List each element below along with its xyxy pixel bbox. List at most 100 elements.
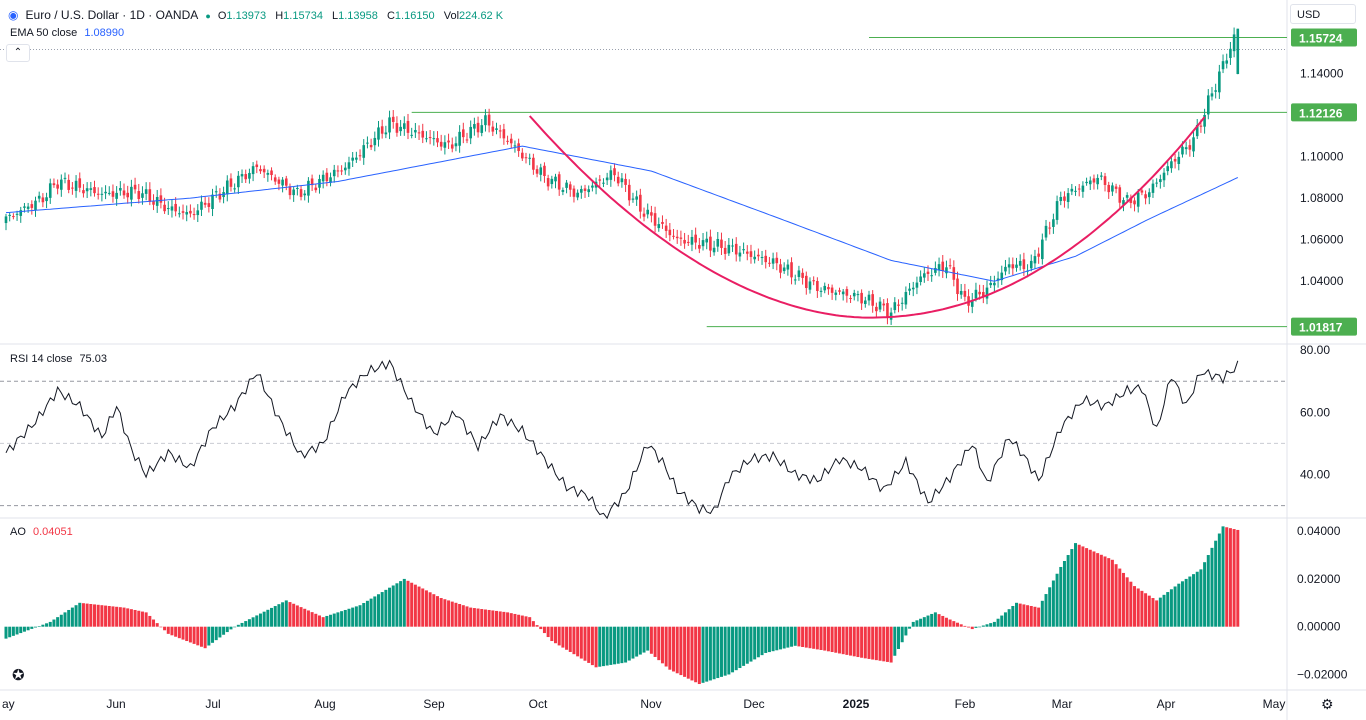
candle-body[interactable] [207, 203, 211, 207]
ao-bar[interactable] [716, 626, 720, 679]
candle-body[interactable] [15, 213, 19, 215]
ao-bar[interactable] [458, 604, 462, 627]
ao-bar[interactable] [317, 615, 321, 627]
candle-body[interactable] [598, 179, 602, 181]
candle-body[interactable] [701, 240, 705, 247]
candle-body[interactable] [137, 191, 141, 200]
ao-bar[interactable] [163, 626, 167, 631]
candle-body[interactable] [532, 157, 535, 170]
ao-bar[interactable] [148, 615, 152, 627]
ao-bar[interactable] [941, 615, 945, 627]
candle-body[interactable] [443, 142, 447, 148]
ao-bar[interactable] [395, 583, 399, 627]
candle-body[interactable] [1144, 194, 1147, 199]
candle-body[interactable] [255, 164, 259, 168]
candle-body[interactable] [82, 190, 85, 194]
ao-bar[interactable] [369, 598, 373, 627]
candle-body[interactable] [543, 165, 546, 177]
ao-bar[interactable] [299, 607, 303, 627]
candle-body[interactable] [779, 264, 782, 273]
ao-bar[interactable] [963, 625, 967, 627]
candle-body[interactable] [1192, 137, 1195, 152]
candle-body[interactable] [985, 287, 989, 299]
ao-bar[interactable] [885, 626, 889, 662]
candle-body[interactable] [133, 184, 137, 190]
candle-body[interactable] [159, 195, 163, 203]
ao-bar[interactable] [823, 626, 827, 651]
candle-body[interactable] [956, 278, 959, 295]
ao-bar[interactable] [697, 626, 701, 685]
candle-body[interactable] [1107, 184, 1111, 193]
ao-bar[interactable] [1136, 588, 1140, 627]
ao-bar[interactable] [878, 626, 882, 661]
ao-bar[interactable] [144, 612, 148, 627]
candle-body[interactable] [616, 176, 620, 184]
ao-bar[interactable] [354, 606, 358, 627]
ao-bar[interactable] [59, 614, 63, 627]
ao-bar[interactable] [48, 621, 52, 627]
ao-bar[interactable] [188, 626, 192, 643]
ao-bar[interactable] [1169, 589, 1173, 627]
candle-body[interactable] [786, 264, 790, 270]
ao-bar[interactable] [782, 626, 786, 649]
ao-bar[interactable] [74, 605, 78, 627]
candle-body[interactable] [1011, 264, 1015, 269]
ao-bar[interactable] [542, 626, 546, 634]
candle-body[interactable] [214, 191, 218, 193]
candle-body[interactable] [768, 262, 771, 264]
ao-bar[interactable] [778, 626, 782, 650]
ao-bar[interactable] [1236, 529, 1240, 627]
ao-bar[interactable] [1217, 533, 1221, 627]
ao-bar[interactable] [288, 602, 292, 627]
rsi-pane[interactable] [0, 359, 1287, 520]
ao-bar[interactable] [391, 585, 395, 627]
ao-bar[interactable] [1070, 549, 1074, 627]
candle-body[interactable] [576, 192, 579, 198]
ao-bar[interactable] [967, 626, 971, 628]
candle-body[interactable] [366, 142, 369, 144]
candle-body[interactable] [1096, 177, 1099, 185]
candle-body[interactable] [332, 169, 336, 177]
ao-bar[interactable] [402, 578, 406, 627]
ao-bar[interactable] [1195, 571, 1199, 627]
candle-body[interactable] [473, 124, 476, 129]
ao-bar[interactable] [410, 582, 414, 627]
candle-body[interactable] [1118, 187, 1122, 203]
candle-body[interactable] [823, 285, 827, 291]
ao-bar[interactable] [834, 626, 838, 653]
candle-body[interactable] [926, 271, 930, 274]
candle-body[interactable] [878, 301, 882, 310]
ao-bar[interactable] [815, 626, 819, 650]
candle-body[interactable] [646, 209, 650, 215]
ao-bar[interactable] [133, 609, 137, 627]
ao-bar[interactable] [742, 626, 746, 666]
candle-body[interactable] [830, 287, 834, 293]
ao-bar[interactable] [660, 626, 664, 664]
candle-body[interactable] [521, 152, 524, 159]
ao-bar[interactable] [705, 626, 709, 682]
candle-body[interactable] [399, 126, 402, 132]
candle-body[interactable] [867, 294, 871, 301]
ao-bar[interactable] [576, 626, 580, 657]
ao-bar[interactable] [435, 596, 439, 627]
symbol-title[interactable]: Euro / U.S. Dollar · 1D · OANDA [25, 8, 199, 22]
candle-body[interactable] [1063, 196, 1066, 201]
candle-body[interactable] [620, 178, 624, 183]
candle-body[interactable] [871, 294, 874, 306]
candle-body[interactable] [369, 144, 373, 148]
ao-bar[interactable] [225, 626, 229, 633]
ao-bar[interactable] [126, 608, 130, 627]
ao-bar[interactable] [605, 626, 609, 666]
candle-body[interactable] [37, 195, 41, 199]
candle-body[interactable] [1151, 183, 1155, 193]
candle-body[interactable] [882, 303, 886, 306]
candle-body[interactable] [428, 137, 432, 139]
ao-bar[interactable] [67, 609, 71, 627]
candle-body[interactable] [1159, 179, 1162, 183]
ao-bar[interactable] [786, 626, 790, 648]
ao-bar[interactable] [1214, 540, 1218, 627]
candle-body[interactable] [580, 189, 583, 193]
candle-body[interactable] [476, 122, 480, 133]
candle-body[interactable] [911, 287, 915, 290]
candle-body[interactable] [469, 126, 472, 139]
